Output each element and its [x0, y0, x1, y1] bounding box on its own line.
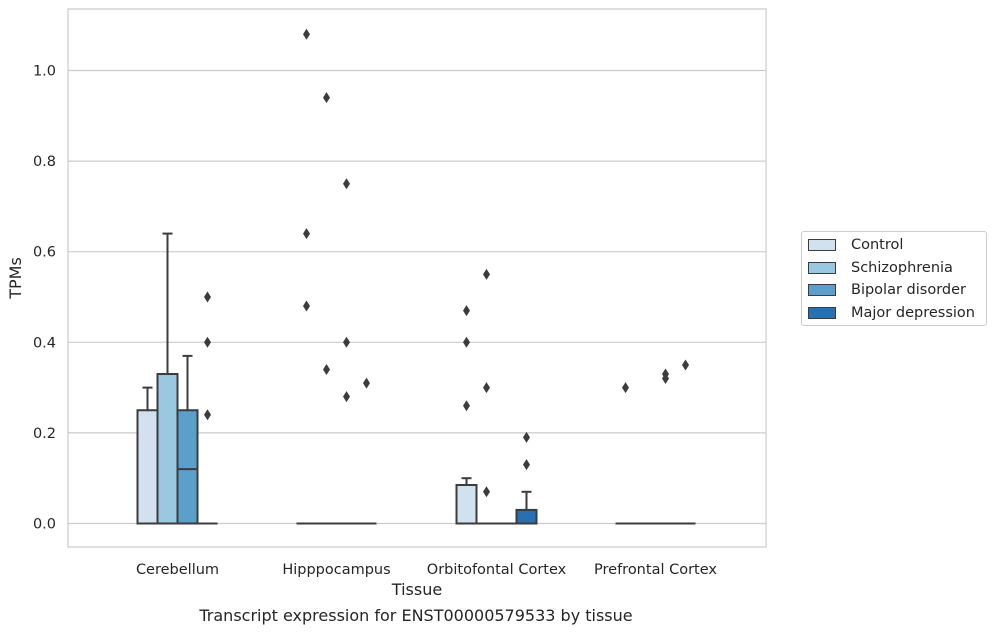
- outlier-point: [483, 382, 490, 394]
- box: [176, 409, 199, 525]
- box-group: [515, 490, 538, 525]
- outlier-point: [682, 359, 689, 371]
- legend-swatch: [808, 284, 836, 296]
- outlier-point: [463, 336, 470, 348]
- outlier-point: [303, 300, 310, 312]
- legend: Control Schizophrenia Bipolar disorder Majo…: [801, 231, 987, 326]
- outlier-point: [622, 382, 629, 394]
- y-tick-label: 0.4: [33, 335, 56, 351]
- outlier-point: [463, 400, 470, 412]
- outlier-point: [523, 459, 530, 471]
- y-tick-labels: 0.0 0.2 0.4 0.6 0.8 1.0: [33, 64, 56, 533]
- outlier-point: [483, 268, 490, 280]
- legend-swatch: [808, 239, 836, 251]
- outlier-point: [363, 377, 370, 389]
- legend-label: Control: [851, 237, 904, 253]
- outlier-point: [523, 431, 530, 443]
- legend-item: Bipolar disorder: [808, 281, 966, 299]
- x-tick-label: Cerebellum: [136, 562, 219, 578]
- outlier-point: [483, 486, 490, 498]
- legend-label: Major depression: [851, 304, 975, 321]
- box: [515, 508, 538, 525]
- legend-swatch: [808, 261, 836, 274]
- plot-frame: [67, 8, 767, 548]
- outlier-point: [662, 368, 669, 380]
- box-group: [176, 354, 199, 525]
- chart-caption: Transcript expression for ENST0000057953…: [199, 606, 633, 625]
- box-group: [136, 386, 159, 525]
- outlier-point: [343, 336, 350, 348]
- legend-label: Bipolar disorder: [851, 282, 966, 298]
- outlier-point: [463, 305, 470, 317]
- y-tick-label: 1.0: [33, 64, 56, 80]
- box: [156, 373, 179, 525]
- legend-item: Major depression: [808, 304, 975, 322]
- outlier-point: [204, 336, 211, 348]
- box-group: [455, 477, 478, 525]
- y-tick-label: 0.8: [33, 154, 56, 170]
- x-tick-label: Orbitofontal Cortex: [427, 562, 567, 578]
- legend-label: Schizophrenia: [851, 259, 953, 276]
- outlier-point: [204, 409, 211, 421]
- legend-swatch: [808, 306, 836, 319]
- box: [136, 409, 159, 525]
- box-group: [156, 232, 179, 525]
- outlier-point: [343, 178, 350, 190]
- x-tick-label: Prefrontal Cortex: [594, 562, 717, 578]
- y-tick-label: 0.6: [33, 245, 56, 261]
- outlier-point: [343, 391, 350, 403]
- legend-item: Control: [808, 236, 903, 254]
- x-axis-label: Tissue: [391, 580, 442, 599]
- y-axis-label: TPMs: [6, 257, 25, 300]
- legend-item: Schizophrenia: [808, 259, 953, 277]
- outlier-point: [204, 291, 211, 303]
- boxes: [136, 232, 696, 525]
- outliers: [204, 28, 689, 498]
- box: [455, 483, 478, 525]
- x-tick-labels: Cerebellum Hipppocampus Orbitofontal Corte…: [136, 562, 717, 578]
- outlier-point: [323, 92, 330, 104]
- x-tick-label: Hipppocampus: [282, 562, 390, 578]
- outlier-point: [303, 228, 310, 240]
- y-tick-label: 0.2: [33, 426, 56, 442]
- outlier-point: [303, 28, 310, 40]
- y-tick-label: 0.0: [33, 517, 56, 533]
- outlier-point: [323, 363, 330, 375]
